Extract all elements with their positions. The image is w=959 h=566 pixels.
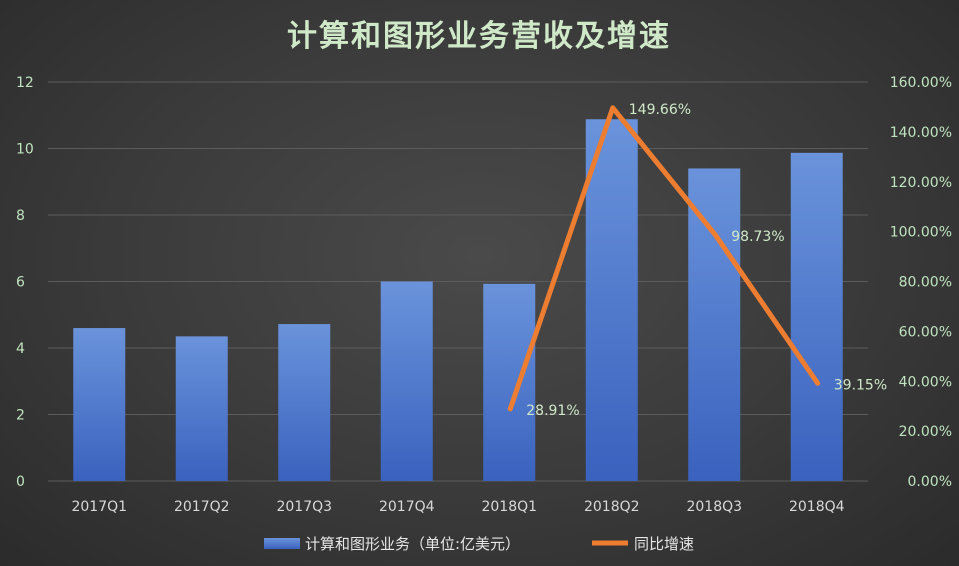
line-data-label: 39.15% [834, 377, 887, 393]
right-tick-label: 140.00% [890, 125, 952, 141]
growth-line [507, 105, 821, 412]
bar [73, 328, 126, 481]
legend-label-line: 同比增速 [634, 535, 694, 553]
right-tick-label: 80.00% [899, 275, 952, 291]
line-data-label: 28.91% [526, 403, 579, 419]
left-axis: 0 2 4 6 8 10 12 [16, 75, 34, 490]
bar [278, 324, 331, 481]
category-label: 2017Q1 [71, 499, 127, 515]
bar [483, 283, 536, 481]
line-data-label: 149.66% [629, 102, 691, 118]
category-label: 2017Q3 [276, 499, 332, 515]
bar [688, 168, 741, 481]
right-tick-label: 120.00% [890, 175, 952, 191]
left-tick-label: 10 [16, 142, 34, 158]
legend-swatch-bar [264, 538, 300, 549]
bar [585, 119, 638, 482]
left-tick-label: 2 [16, 408, 25, 424]
bar-series [73, 119, 843, 482]
category-label: 2018Q3 [686, 499, 742, 515]
bar [175, 336, 228, 481]
left-tick-label: 8 [16, 208, 25, 224]
legend: 计算和图形业务（单位:亿美元） 同比增速 [264, 535, 694, 553]
x-axis: 2017Q1 2017Q2 2017Q3 2017Q4 2018Q1 2018Q2 2018… [71, 499, 844, 515]
legend-label-bar: 计算和图形业务（单位:亿美元） [305, 535, 520, 553]
right-tick-label: 60.00% [899, 324, 952, 340]
line-data-label: 98.73% [731, 229, 784, 245]
category-label: 2018Q4 [789, 499, 845, 515]
left-tick-label: 0 [16, 474, 25, 490]
bar [380, 281, 433, 481]
left-tick-label: 6 [16, 275, 25, 291]
right-tick-label: 160.00% [890, 75, 952, 91]
chart-title: 计算和图形业务营收及增速 [287, 19, 671, 54]
right-axis: 0.00% 20.00% 40.00% 60.00% 80.00% 100.00% 120.… [890, 75, 952, 490]
category-label: 2017Q4 [379, 499, 435, 515]
right-tick-label: 20.00% [899, 424, 952, 440]
category-label: 2018Q1 [481, 499, 537, 515]
right-tick-label: 40.00% [899, 374, 952, 390]
data-labels: 28.91% 149.66% 98.73% 39.15% [526, 102, 887, 419]
left-tick-label: 4 [16, 341, 25, 357]
left-tick-label: 12 [16, 75, 34, 91]
right-tick-label: 0.00% [908, 474, 952, 490]
right-tick-label: 100.00% [890, 225, 952, 241]
category-label: 2018Q2 [584, 499, 640, 515]
category-label: 2017Q2 [174, 499, 230, 515]
line-series [507, 105, 821, 412]
bar [790, 152, 843, 481]
